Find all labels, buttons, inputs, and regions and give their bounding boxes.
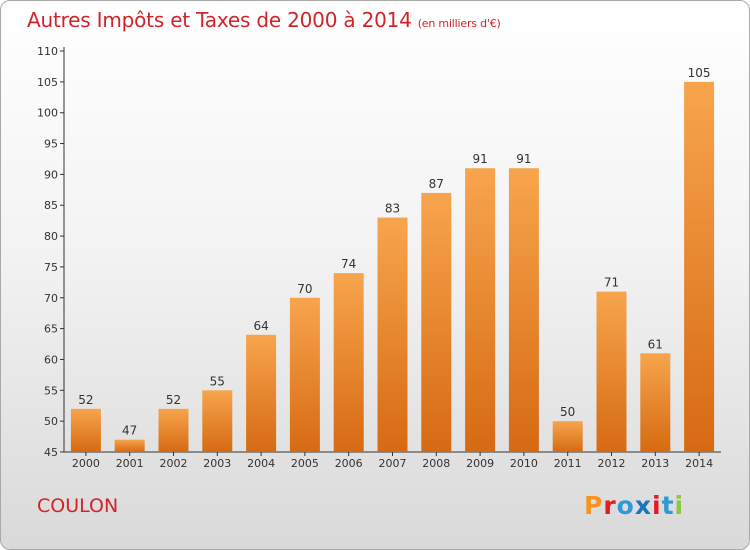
y-tick-label: 90 (44, 168, 58, 181)
bar (421, 192, 452, 452)
x-tick-label: 2003 (203, 457, 231, 470)
bar (246, 334, 277, 452)
x-tick-label: 2004 (247, 457, 275, 470)
x-tick-label: 2006 (335, 457, 363, 470)
data-label: 91 (516, 152, 531, 166)
y-tick-label: 95 (44, 138, 58, 151)
data-label: 105 (688, 66, 711, 80)
x-tick-label: 2011 (554, 457, 582, 470)
bar (114, 439, 145, 452)
proxiti-logo[interactable]: Proxiti (584, 491, 684, 520)
bar (202, 390, 233, 452)
bar (333, 273, 364, 452)
x-tick-label: 2007 (379, 457, 407, 470)
data-label: 55 (210, 374, 225, 388)
y-tick-label: 60 (44, 353, 58, 366)
x-tick-label: 2002 (160, 457, 188, 470)
data-label: 64 (253, 319, 268, 333)
bar (377, 217, 408, 452)
data-label: 61 (648, 337, 663, 351)
bar (289, 297, 320, 452)
y-tick-label: 100 (37, 107, 58, 120)
chart-subtitle: (en milliers d'€) (417, 17, 501, 30)
bar (508, 168, 539, 452)
data-label: 47 (122, 424, 137, 438)
y-tick-label: 110 (37, 45, 58, 58)
data-label: 91 (472, 152, 487, 166)
logo-letter: r (603, 491, 617, 520)
x-tick-label: 2012 (598, 457, 626, 470)
data-label: 52 (78, 393, 93, 407)
chart-title-text: Autres Impôts et Taxes de 2000 à 2014 (27, 8, 412, 32)
x-tick-label: 2013 (641, 457, 669, 470)
logo-letter: t (661, 491, 675, 520)
logo-letter: P (584, 491, 604, 520)
y-tick-label: 50 (44, 415, 58, 428)
data-label: 50 (560, 405, 575, 419)
logo-letter: i (674, 491, 685, 520)
y-tick-label: 85 (44, 199, 58, 212)
logo-letter: x (634, 491, 652, 520)
bar (596, 291, 627, 452)
y-tick-label: 70 (44, 292, 58, 305)
data-labels: 52 47 52 55 64 70 74 83 87 91 91 50 71 61 105 (78, 66, 710, 438)
x-tick-label: 2009 (466, 457, 494, 470)
y-tick-label: 105 (37, 76, 58, 89)
y-tick-label: 80 (44, 230, 58, 243)
x-tick-label: 2014 (685, 457, 713, 470)
bar (640, 353, 671, 452)
bar (70, 408, 101, 452)
x-tick-label: 2010 (510, 457, 538, 470)
chart-title: Autres Impôts et Taxes de 2000 à 2014 (en… (27, 8, 501, 32)
logo-letter: i (652, 491, 662, 520)
bars (70, 81, 715, 452)
bar (465, 168, 496, 452)
x-tick-label: 2008 (422, 457, 450, 470)
x-tick-label: 2001 (116, 457, 144, 470)
data-label: 74 (341, 257, 356, 271)
bar (684, 81, 715, 452)
data-label: 71 (604, 276, 619, 290)
axes: 45 50 55 60 65 70 75 80 85 90 95 100 105 110 2000 2001 2… (37, 45, 721, 470)
y-tick-label: 55 (44, 384, 58, 397)
y-tick-label: 65 (44, 323, 58, 336)
data-label: 87 (429, 177, 444, 191)
y-tick-label: 75 (44, 261, 58, 274)
data-label: 83 (385, 202, 400, 216)
x-tick-label: 2005 (291, 457, 319, 470)
data-label: 52 (166, 393, 181, 407)
y-tick-label: 45 (44, 446, 58, 459)
place-name: COULON (37, 495, 119, 517)
bar (552, 421, 583, 452)
data-label: 70 (297, 282, 312, 296)
bar (158, 408, 189, 452)
logo-letter: o (616, 491, 635, 520)
x-tick-label: 2000 (72, 457, 100, 470)
